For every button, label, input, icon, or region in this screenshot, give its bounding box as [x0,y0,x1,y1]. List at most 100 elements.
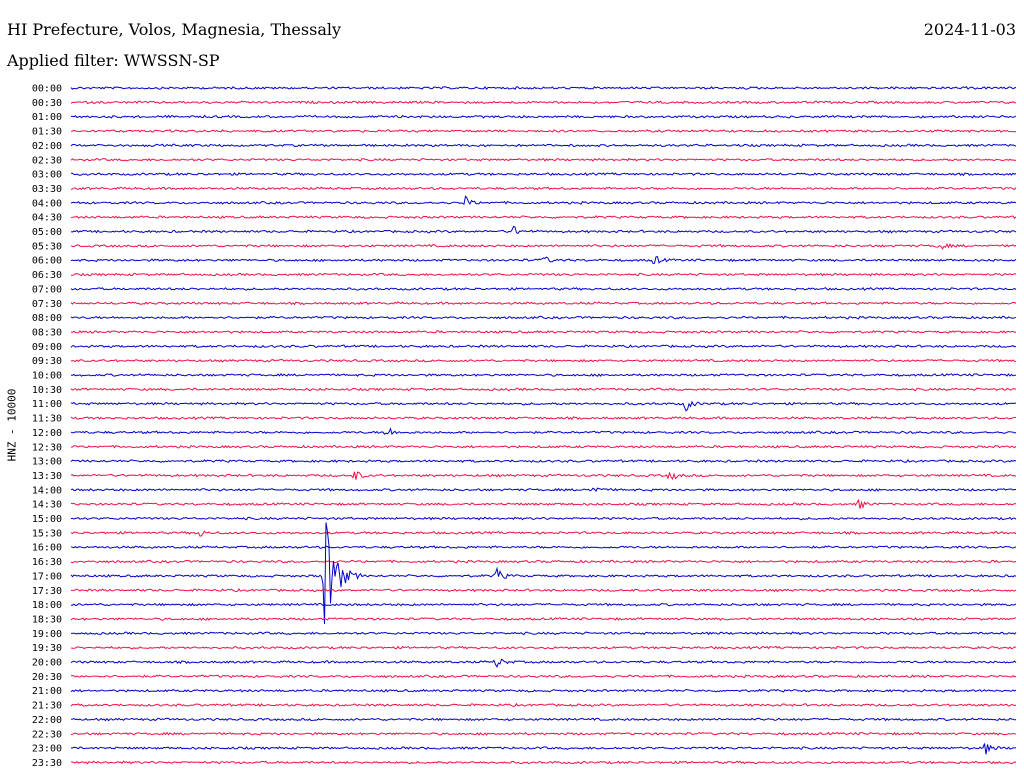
time-label-1830: 18:30 [32,614,62,625]
time-label-0730: 07:30 [32,299,62,310]
trace-1330 [70,471,1017,481]
time-label-0500: 05:00 [32,227,62,238]
time-label-1230: 12:30 [32,442,62,453]
time-label-2230: 22:30 [32,729,62,740]
trace-0730 [70,301,1017,306]
time-label-2300: 23:00 [32,744,62,755]
time-label-1130: 11:30 [32,414,62,425]
time-label-0130: 01:30 [32,127,62,138]
trace-1600 [70,545,1017,549]
trace-2230 [70,731,1017,736]
trace-2130 [70,702,1017,707]
time-label-1030: 10:30 [32,385,62,396]
time-label-1800: 18:00 [32,600,62,611]
time-label-1600: 16:00 [32,543,62,554]
trace-2000 [70,658,1017,669]
trace-0530 [70,242,1017,250]
trace-0800 [70,315,1017,320]
time-label-1400: 14:00 [32,485,62,496]
trace-1230 [70,444,1017,449]
time-label-0200: 02:00 [32,141,62,152]
trace-0630 [71,272,1017,277]
time-label-1200: 12:00 [32,428,62,439]
time-label-0700: 07:00 [32,284,62,295]
time-label-0000: 00:00 [32,84,62,95]
trace-1530 [70,530,1017,537]
time-label-1730: 17:30 [32,586,62,597]
time-label-2000: 20:00 [32,658,62,669]
trace-1200 [70,427,1017,436]
time-label-0300: 03:00 [32,170,62,181]
trace-1900 [71,631,1017,636]
time-label-0830: 08:30 [32,327,62,338]
time-label-0030: 00:30 [32,98,62,109]
trace-1730 [71,588,1017,593]
trace-0300 [71,172,1017,177]
time-label-0900: 09:00 [32,342,62,353]
trace-1630 [70,559,1017,564]
trace-0230 [70,157,1017,162]
time-label-1930: 19:30 [32,643,62,654]
trace-1800 [71,602,1017,607]
trace-1030 [70,387,1017,392]
time-label-1530: 15:30 [32,528,62,539]
trace-0830 [70,329,1017,334]
trace-1930 [70,645,1017,650]
time-label-0430: 04:30 [32,213,62,224]
trace-2100 [70,688,1017,693]
trace-0200 [70,143,1017,148]
trace-1100 [70,400,1017,412]
trace-1500 [70,516,1017,521]
trace-2300 [71,743,1016,755]
time-label-1500: 15:00 [32,514,62,525]
time-label-1000: 10:00 [32,371,62,382]
trace-0600 [70,256,1017,264]
time-label-0330: 03:30 [32,184,62,195]
trace-0030 [70,100,1017,105]
trace-2200 [70,717,1017,722]
time-label-2100: 21:00 [32,686,62,697]
time-label-0100: 01:00 [32,112,62,123]
trace-1400 [70,487,1017,493]
trace-0400 [70,195,1017,205]
time-label-1100: 11:00 [32,399,62,410]
trace-1130 [70,416,1017,421]
trace-1700 [70,522,1017,625]
trace-0130 [70,129,1017,133]
time-label-2200: 22:00 [32,715,62,726]
time-label-2030: 20:30 [32,672,62,683]
trace-1300 [70,459,1017,464]
trace-2030 [70,674,1017,679]
chart-title: HI Prefecture, Volos, Magnesia, Thessaly [7,20,342,39]
time-label-0530: 05:30 [32,241,62,252]
time-label-0600: 06:00 [32,256,62,267]
trace-0930 [70,358,1017,363]
trace-0500 [70,225,1017,235]
time-label-1700: 17:00 [32,571,62,582]
trace-0000 [70,86,1017,91]
time-label-1300: 13:00 [32,457,62,468]
time-label-1430: 14:30 [32,500,62,511]
time-label-1630: 16:30 [32,557,62,568]
time-label-0230: 02:30 [32,155,62,166]
time-label-0800: 08:00 [32,313,62,324]
trace-2330 [70,760,1017,765]
trace-0900 [70,344,1017,349]
trace-0100 [71,114,1017,119]
chart-date: 2024-11-03 [923,20,1016,39]
filter-label: Applied filter: WWSSN-SP [7,51,220,70]
trace-1830 [70,616,1017,621]
trace-0700 [70,286,1017,291]
time-label-2330: 23:30 [32,758,62,769]
time-label-0930: 09:30 [32,356,62,367]
time-label-1900: 19:00 [32,629,62,640]
time-label-0630: 06:30 [32,270,62,281]
trace-1430 [70,498,1017,510]
trace-1000 [70,372,1017,377]
time-label-2130: 21:30 [32,701,62,712]
trace-0430 [70,215,1017,220]
trace-0330 [70,186,1017,191]
time-label-1330: 13:30 [32,471,62,482]
time-label-0400: 04:00 [32,198,62,209]
